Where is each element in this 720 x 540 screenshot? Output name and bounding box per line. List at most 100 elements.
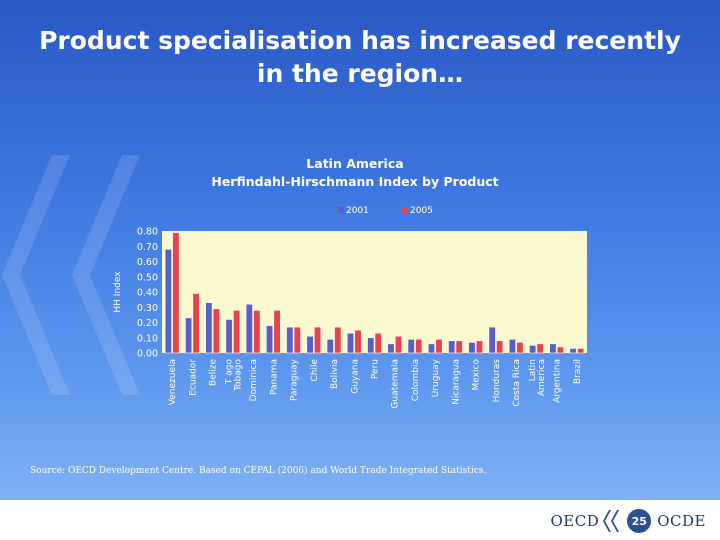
bar <box>266 325 274 354</box>
bar <box>577 348 585 354</box>
bar <box>273 310 281 354</box>
x-tick-label-line: Colombia <box>411 359 421 401</box>
bar <box>326 338 334 354</box>
x-tick-label: T ago Tobago <box>224 359 243 392</box>
logo-text-oecd: OECD <box>550 512 600 530</box>
bar <box>172 232 180 354</box>
plot-area <box>162 231 587 353</box>
bar <box>192 293 200 354</box>
y-axis-label: HH Index <box>113 271 123 313</box>
legend-entry: 2001 <box>346 206 369 216</box>
x-tick-label: Argentina <box>553 359 563 403</box>
chart-subtitle: Herfindahl-Hirschmann Index by Product <box>211 174 499 189</box>
bar <box>549 343 557 354</box>
bar <box>556 346 564 354</box>
y-tick-label: 0.80 <box>137 227 158 238</box>
source-note: Source: OECD Development Centre. Based o… <box>30 466 487 476</box>
x-tick-label-line: Paraguay <box>290 358 300 401</box>
x-tick-label-line: Uruguay <box>431 358 441 397</box>
bar <box>468 342 476 354</box>
bar <box>448 340 456 354</box>
x-tick-label-line: T ago <box>224 359 234 386</box>
chart: Latin America Herfindahl-Hirschmann Inde… <box>100 150 620 420</box>
bar <box>496 340 504 354</box>
x-tick-label: Dominica <box>249 359 259 401</box>
legend-swatch <box>402 207 408 213</box>
x-tick-label-line: Costa Rica <box>512 359 522 407</box>
x-tick-label-line: Nicaragua <box>451 359 461 405</box>
bar <box>516 342 524 354</box>
oecd-logo: OECD 25 OCDE <box>550 508 706 534</box>
x-tick-label-line: Dominica <box>249 359 259 401</box>
bar <box>529 345 537 354</box>
x-tick-label-line: America <box>537 359 547 396</box>
y-tick-label: 0.00 <box>137 349 158 360</box>
x-tick-label: Belize <box>209 359 219 386</box>
x-tick-label: Brazil <box>573 359 583 384</box>
x-tick-label: Latin America <box>528 359 547 396</box>
x-tick-label: Panama <box>269 359 279 395</box>
x-tick-label: Paraguay <box>290 358 300 401</box>
x-tick-label: Uruguay <box>431 358 441 397</box>
bar <box>293 326 301 354</box>
bar <box>407 338 415 354</box>
x-tick-label-line: Guyana <box>350 359 360 394</box>
x-tick-label: Mexico <box>472 359 482 391</box>
x-tick-label-line: Belize <box>209 359 219 386</box>
x-tick-label-line: Peru <box>371 359 381 379</box>
x-tick-label-line: Bolivia <box>330 359 340 389</box>
bar <box>435 338 443 354</box>
x-tick-label: Chile <box>310 359 320 382</box>
logo-text-ocde: OCDE <box>657 512 706 530</box>
y-tick-label: 0.50 <box>137 272 158 283</box>
bar <box>225 319 233 354</box>
bar <box>245 303 253 354</box>
y-tick-label: 0.20 <box>137 318 158 329</box>
chart-svg: 0.00 0.10 0.20 0.30 0.40 0.50 0.60 0.70 0.80 HH I… <box>113 206 587 409</box>
bar <box>164 249 172 354</box>
x-tick-label: Bolivia <box>330 359 340 389</box>
slide-background: Product specialisation has increased rec… <box>0 0 720 500</box>
bar <box>185 317 193 354</box>
x-tick-label-line: Honduras <box>492 359 502 403</box>
y-tick-label: 0.70 <box>137 242 158 253</box>
legend-entry: 2005 <box>410 206 433 216</box>
bar <box>346 332 355 354</box>
x-tick-label-line: Brazil <box>573 359 583 384</box>
bar <box>569 348 577 354</box>
bar <box>233 310 241 354</box>
bar <box>427 343 436 354</box>
x-tick-label: Costa Rica <box>512 359 522 407</box>
bar <box>536 343 544 354</box>
bar <box>374 332 382 354</box>
bar <box>253 310 261 354</box>
bar <box>205 302 213 354</box>
y-tick-label: 0.40 <box>137 288 158 299</box>
y-tick-label: 0.60 <box>137 257 158 268</box>
page-number: 25 <box>627 509 652 533</box>
x-tick-label: Nicaragua <box>451 359 461 405</box>
slide-title-line-1: Product specialisation has increased rec… <box>39 26 681 55</box>
x-tick-label: Honduras <box>492 359 502 403</box>
bar <box>394 335 403 354</box>
x-tick-label: Guatemala <box>391 359 401 409</box>
bar <box>354 329 362 354</box>
oecd-chevron-icon: 25 <box>603 509 653 533</box>
x-tick-label-line: Tobago <box>233 359 243 392</box>
legend-swatch <box>338 207 344 213</box>
x-tick-label-line: Argentina <box>553 359 563 403</box>
chevron-watermark-icon <box>2 155 140 395</box>
x-tick-label: Colombia <box>411 359 421 401</box>
y-tick-label: 0.30 <box>137 303 158 314</box>
bar <box>313 326 322 354</box>
y-tick-label: 0.10 <box>137 333 158 344</box>
x-tick-label-line: Mexico <box>472 359 482 391</box>
bar <box>212 308 220 354</box>
x-tick-label: Peru <box>371 359 381 379</box>
bar <box>306 335 314 354</box>
x-tick-label-line: Venezuela <box>168 359 178 405</box>
x-tick-label: Guyana <box>350 359 360 394</box>
slide-title-line-2: in the region… <box>256 59 464 88</box>
bar <box>508 338 516 354</box>
slide-title: Product specialisation has increased rec… <box>20 24 700 90</box>
